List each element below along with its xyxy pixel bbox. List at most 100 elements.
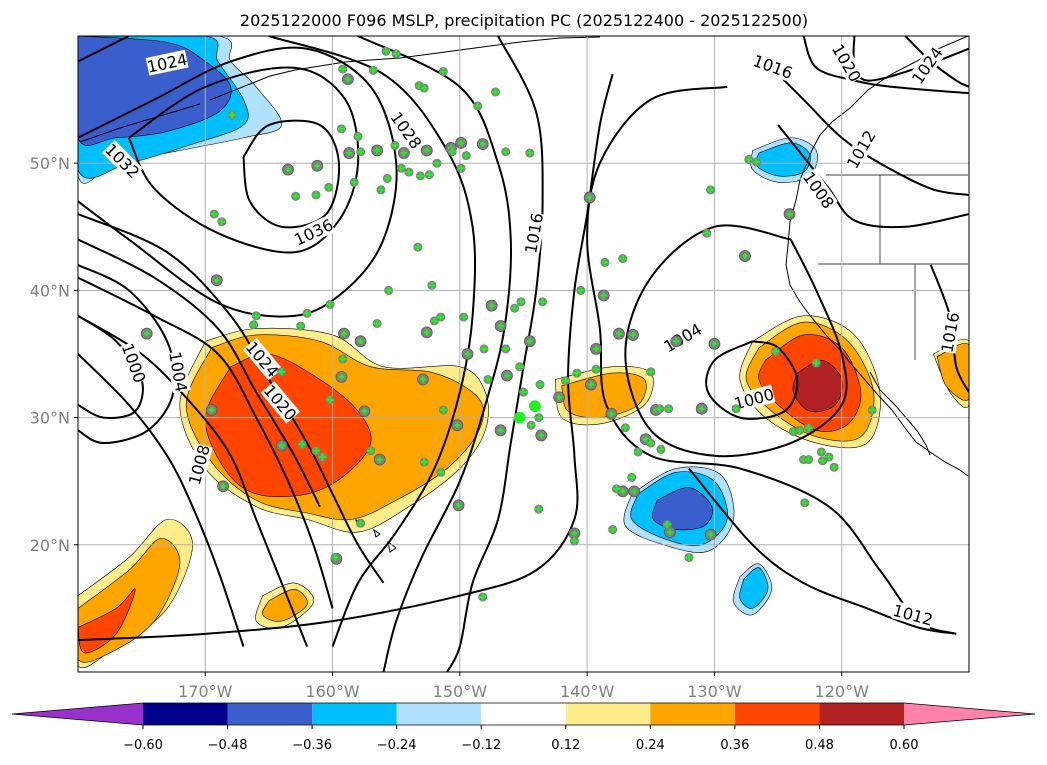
obs-cross-glyph (298, 440, 306, 448)
obs-cross-glyph (516, 363, 524, 371)
obs-cross-glyph (526, 149, 534, 157)
obs-cross-glyph (592, 365, 600, 373)
obs-cross-glyph (474, 102, 482, 110)
obs-cross-glyph (536, 381, 544, 389)
obs-plus-marker (419, 376, 426, 383)
isobar-label-bg (521, 211, 547, 255)
isobar-label-bg (799, 168, 838, 212)
colorbar-tick-label: −0.36 (292, 738, 332, 753)
obs-cross-glyph (457, 164, 465, 172)
obs-cross-glyph (373, 146, 381, 154)
obs-cross-glyph (707, 186, 715, 194)
obs-cross-glyph (405, 168, 413, 176)
obs-cross-glyph (228, 111, 236, 119)
obs-plus-marker (454, 422, 461, 429)
obs-cross-glyph (801, 499, 809, 507)
obs-plus-marker (143, 330, 150, 337)
isobar-line (688, 467, 957, 635)
obs-plus-marker (357, 338, 364, 345)
obs-plus-marker (707, 531, 714, 538)
obs-plus-marker (526, 338, 533, 345)
precip-region (936, 343, 969, 401)
obs-cross-glyph (420, 458, 428, 466)
y-tick-label: 40°N (30, 281, 70, 300)
chart-title: 2025122000 F096 MSLP, precipitation PC (… (240, 11, 808, 30)
obs-plus-marker (538, 432, 545, 439)
isobar-label-bg (732, 384, 776, 413)
obs-cross-glyph (326, 300, 334, 308)
colorbar-bin (312, 703, 397, 725)
y-tick-label: 20°N (30, 536, 70, 555)
obs-cross-glyph (517, 298, 525, 306)
colorbar-bin (650, 703, 735, 725)
isobar-label-bg (387, 108, 426, 152)
obs-cross-glyph (612, 485, 620, 493)
isobar-label-bg (185, 443, 213, 487)
obs-cross-glyph (339, 65, 347, 73)
precip-region (792, 360, 843, 413)
obs-cross-glyph (382, 47, 390, 55)
x-tick-label: 130°W (687, 682, 742, 701)
obs-cross-glyph (250, 321, 258, 329)
obs-cross-glyph (414, 243, 422, 251)
obs-cross-glyph (825, 453, 833, 461)
obs-plus-marker (571, 530, 578, 537)
obs-plus-marker (423, 147, 430, 154)
obs-plus-marker (673, 338, 680, 345)
obs-cross-glyph (357, 148, 365, 156)
isobar-line (242, 119, 341, 229)
obs-plus-marker (314, 162, 321, 169)
obs-cross-glyph (752, 158, 760, 166)
colorbar-bin (227, 703, 313, 725)
colorbar-tick-label: 0.24 (636, 738, 665, 753)
y-tick-label: 30°N (30, 409, 70, 428)
obs-plus-marker (593, 345, 600, 352)
y-tick-label: 50°N (30, 154, 70, 173)
obs-cross-glyph (502, 148, 510, 156)
obs-cross-glyph (331, 554, 339, 562)
obs-cross-glyph (657, 445, 665, 453)
colorbar-tick-label: −0.24 (377, 738, 417, 753)
obs-cross-glyph (819, 457, 827, 465)
obs-cross-glyph (535, 505, 543, 513)
obs-cross-glyph (420, 84, 428, 92)
obs-cross-glyph (357, 519, 365, 527)
obs-cross-glyph (318, 453, 326, 461)
isobar-label-bg (751, 51, 795, 82)
obs-cross-glyph (663, 520, 671, 528)
obs-plus-marker (503, 372, 510, 379)
colorbar-extend-high (904, 703, 1035, 725)
obs-cross-glyph (325, 183, 333, 191)
obs-cross-glyph (391, 141, 399, 149)
colorbar-tick-label: −0.12 (461, 738, 501, 753)
precip-region (739, 567, 769, 609)
obs-plus-marker (479, 141, 486, 148)
obs-cross-glyph (367, 447, 375, 455)
obs-cross-glyph (437, 468, 445, 476)
obs-cross-glyph (425, 171, 433, 179)
obs-cross-glyph (665, 405, 673, 413)
obs-plus-marker (629, 331, 636, 338)
obs-cross-glyph (377, 186, 385, 194)
obs-cross-glyph (312, 191, 320, 199)
colorbar-bin (819, 703, 904, 725)
precip-region (261, 589, 308, 622)
obs-cross-glyph (303, 309, 311, 317)
obs-plus-marker (615, 330, 622, 337)
obs-plus-marker (497, 323, 504, 330)
obs-cross-glyph (210, 210, 218, 218)
obs-plus-marker (619, 488, 626, 495)
colorbar-tick-label: −0.60 (123, 738, 163, 753)
north-america-coastline (785, 36, 969, 477)
y-axis-ticks: 20°N 30°N 40°N 50°N (30, 154, 78, 555)
obs-cross-glyph (397, 164, 405, 172)
obs-cross-glyph (479, 593, 487, 601)
colorbar: −0.60 −0.48 −0.36 −0.24 −0.12 0.12 0.24 0.36 0.4… (11, 702, 1036, 753)
isobar-line (268, 36, 477, 647)
obs-plus-marker (631, 488, 638, 495)
obs-plus-marker (698, 405, 705, 412)
obs-plus-marker (455, 502, 462, 509)
obs-plus-marker (556, 394, 563, 401)
obs-cross-glyph (369, 66, 377, 74)
